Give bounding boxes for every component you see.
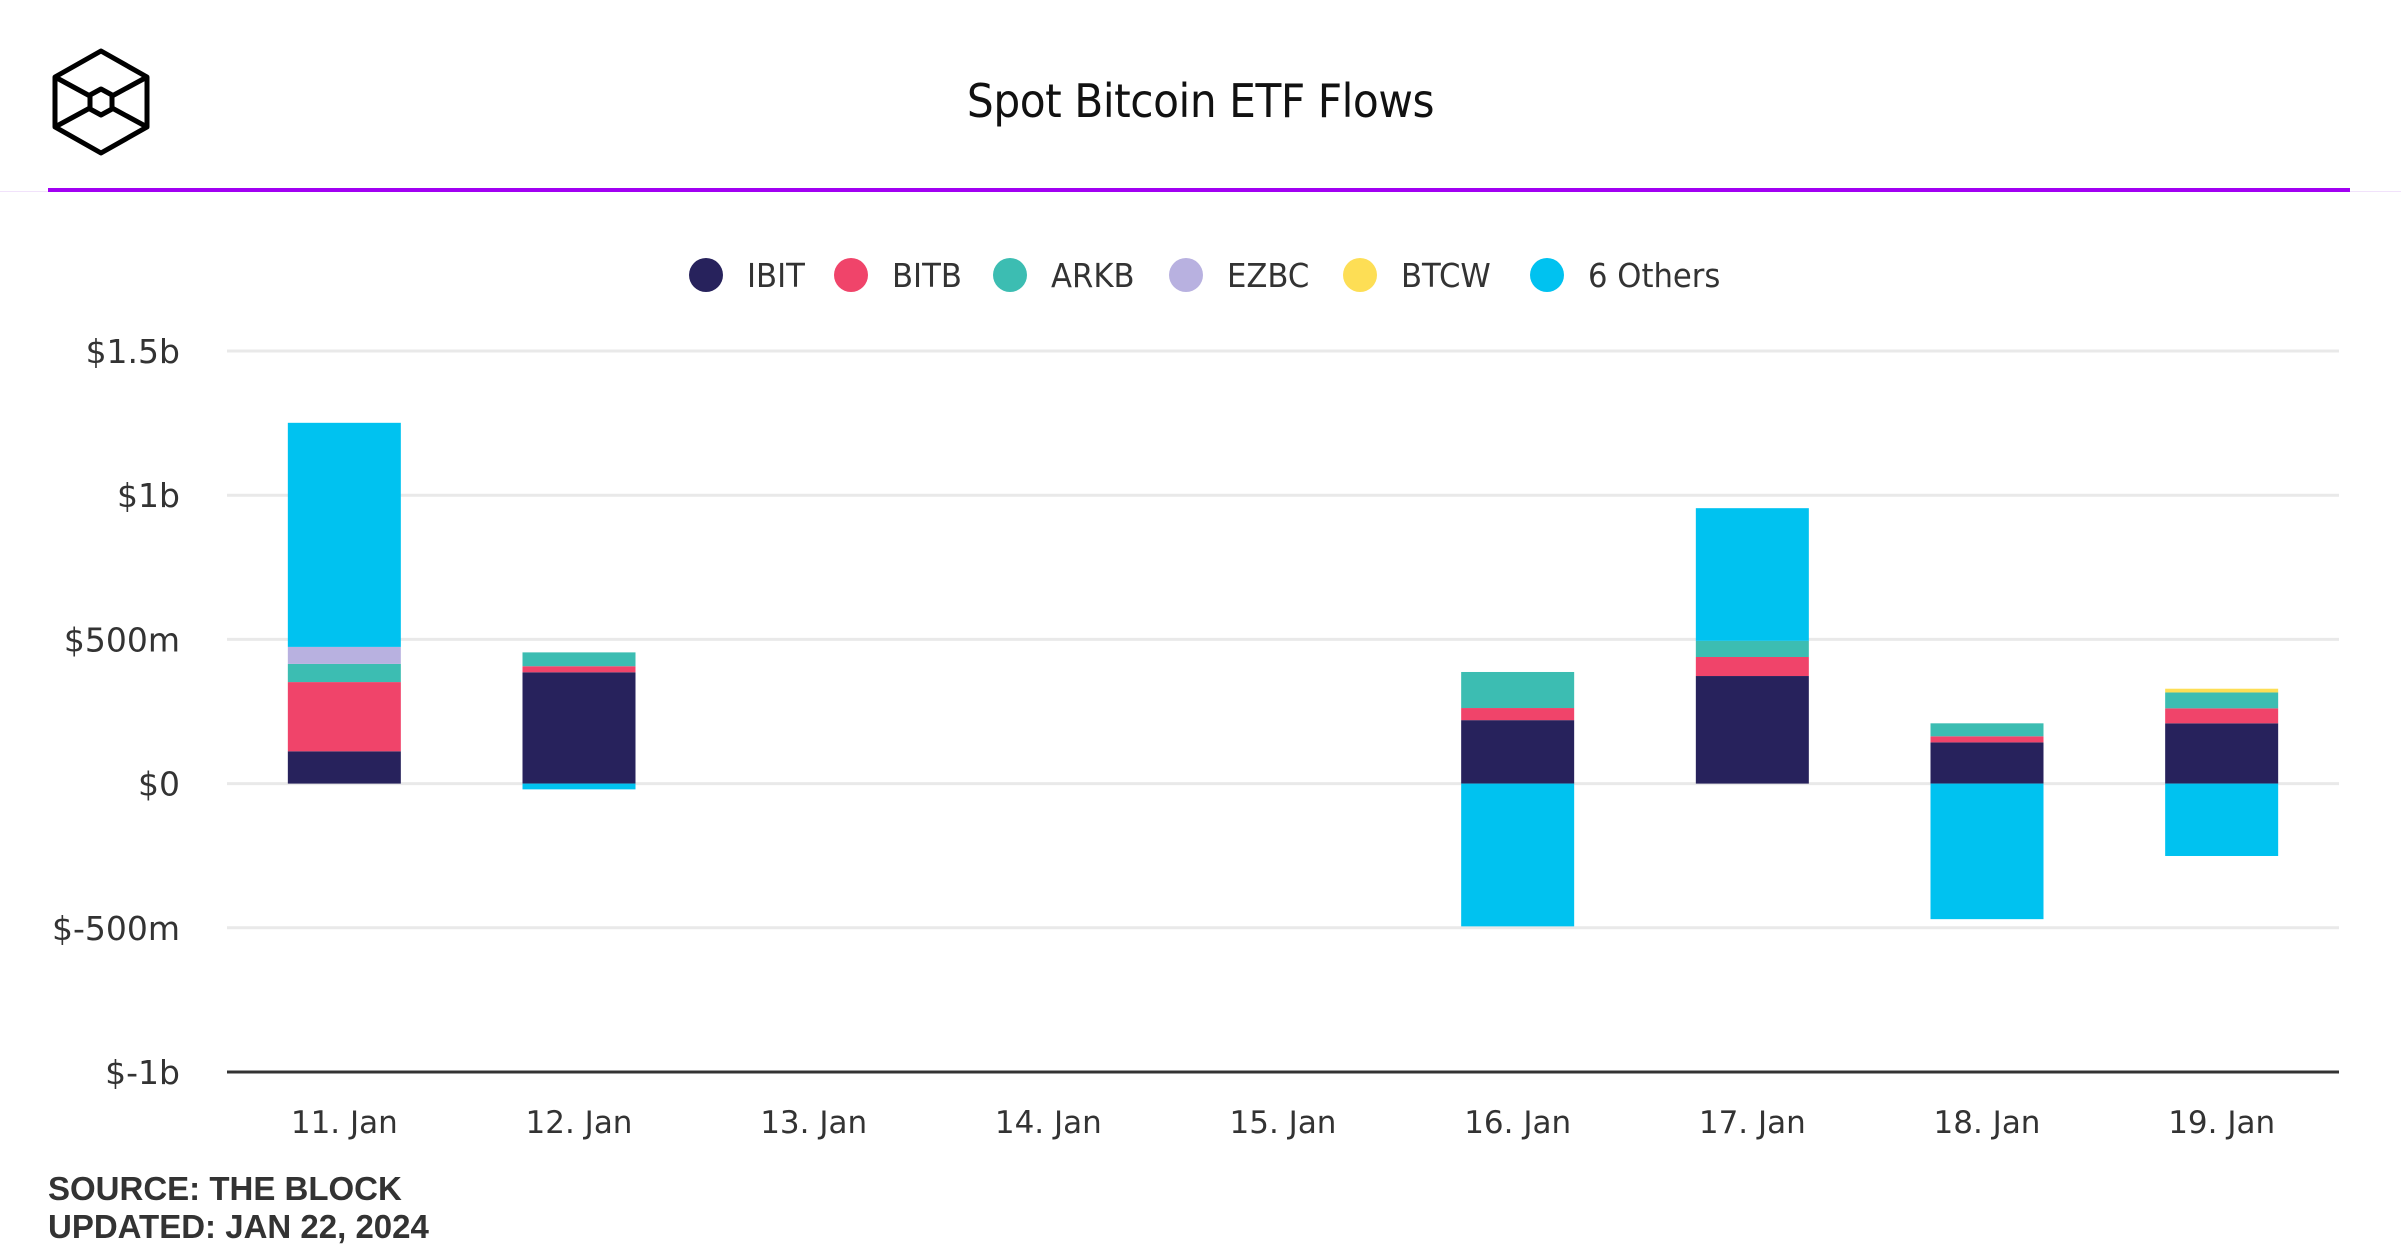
x-tick-label: 14. Jan bbox=[995, 1105, 1102, 1141]
x-tick-label: 11. Jan bbox=[291, 1105, 398, 1141]
legend-item-ibit[interactable]: IBIT bbox=[689, 250, 809, 300]
bar-segment-arkb[interactable] bbox=[1930, 723, 2044, 737]
y-tick-label: $-500m bbox=[52, 909, 180, 948]
legend-label: BITB bbox=[892, 255, 962, 295]
bar-segment-bitb[interactable] bbox=[1461, 708, 1575, 721]
bar-segment-ibit[interactable] bbox=[1930, 742, 2044, 784]
bar-segment-bitb[interactable] bbox=[522, 666, 636, 673]
legend-label: IBIT bbox=[747, 255, 805, 295]
x-tick-label: 16. Jan bbox=[1464, 1105, 1571, 1141]
legend-item-bitb[interactable]: BITB bbox=[834, 250, 967, 300]
bar-segment-6-others[interactable] bbox=[2165, 783, 2279, 856]
bar-stack bbox=[287, 422, 401, 784]
y-tick-label: $-1b bbox=[105, 1053, 180, 1092]
y-tick-label: $500m bbox=[64, 620, 180, 659]
x-tick-label: 12. Jan bbox=[526, 1105, 633, 1141]
bar-segment-6-others[interactable] bbox=[522, 783, 636, 790]
legend-label: ARKB bbox=[1051, 255, 1135, 295]
bar-segment-bitb[interactable] bbox=[1695, 656, 1809, 677]
y-axis-ticks: $1.5b $1b $500m $0 $-500m $-1b bbox=[52, 332, 180, 1092]
bar-segment-bitb[interactable] bbox=[287, 682, 401, 752]
bar-segment-arkb[interactable] bbox=[2165, 692, 2279, 709]
bar-stack bbox=[1695, 508, 1809, 784]
legend-item-6-others[interactable]: 6 Others bbox=[1530, 250, 1730, 300]
legend-swatch-icon bbox=[1530, 258, 1564, 292]
bar-segment-btcw[interactable] bbox=[2165, 688, 2279, 693]
y-tick-label: $1b bbox=[117, 476, 180, 515]
bar-segment-ibit[interactable] bbox=[522, 672, 636, 784]
legend-item-btcw[interactable]: BTCW bbox=[1343, 250, 1498, 300]
updated-note: UPDATED: JAN 22, 2024 bbox=[48, 1208, 429, 1245]
bar-stack bbox=[1461, 671, 1575, 927]
bar-stack bbox=[1930, 723, 2044, 920]
x-tick-label: 17. Jan bbox=[1699, 1105, 1806, 1141]
x-axis-ticks: 11. Jan 12. Jan 13. Jan 14. Jan 15. Jan 16. J… bbox=[291, 1105, 2275, 1141]
bars bbox=[287, 422, 2279, 927]
x-tick-label: 13. Jan bbox=[760, 1105, 867, 1141]
legend: IBIT BITB ARKB EZBC BTCW 6 Others bbox=[0, 250, 2401, 300]
legend-item-ezbc[interactable]: EZBC bbox=[1169, 250, 1316, 300]
legend-swatch-icon bbox=[689, 258, 723, 292]
bar-segment-ezbc[interactable] bbox=[287, 646, 401, 664]
bar-segment-arkb[interactable] bbox=[522, 652, 636, 667]
bar-segment-arkb[interactable] bbox=[1461, 671, 1575, 709]
x-tick-label: 15. Jan bbox=[1230, 1105, 1337, 1141]
bar-segment-bitb[interactable] bbox=[1930, 736, 2044, 743]
legend-label: 6 Others bbox=[1588, 255, 1721, 295]
the-block-logo-icon bbox=[52, 48, 150, 156]
legend-swatch-icon bbox=[993, 258, 1027, 292]
chart-title: Spot Bitcoin ETF Flows bbox=[966, 74, 1435, 128]
legend-swatch-icon bbox=[834, 258, 868, 292]
y-tick-label: $0 bbox=[138, 765, 180, 804]
legend-label: EZBC bbox=[1227, 255, 1310, 295]
y-tick-label: $1.5b bbox=[86, 332, 180, 371]
bar-segment-ibit[interactable] bbox=[287, 751, 401, 784]
bar-stack bbox=[522, 652, 636, 790]
bar-segment-6-others[interactable] bbox=[287, 422, 401, 647]
legend-label: BTCW bbox=[1401, 255, 1491, 295]
bar-segment-bitb[interactable] bbox=[2165, 708, 2279, 724]
header-divider bbox=[48, 188, 2350, 192]
legend-swatch-icon bbox=[1343, 258, 1377, 292]
bar-segment-6-others[interactable] bbox=[1695, 508, 1809, 641]
x-tick-label: 18. Jan bbox=[1934, 1105, 2041, 1141]
bar-segment-ibit[interactable] bbox=[1695, 676, 1809, 784]
legend-item-arkb[interactable]: ARKB bbox=[993, 250, 1141, 300]
bar-segment-arkb[interactable] bbox=[1695, 640, 1809, 657]
source-note: SOURCE: THE BLOCK bbox=[48, 1170, 402, 1207]
bar-stack bbox=[2165, 688, 2279, 856]
bar-segment-arkb[interactable] bbox=[287, 663, 401, 683]
bar-segment-ibit[interactable] bbox=[2165, 723, 2279, 784]
bar-segment-ibit[interactable] bbox=[1461, 720, 1575, 784]
legend-swatch-icon bbox=[1169, 258, 1203, 292]
x-tick-label: 19. Jan bbox=[2168, 1105, 2275, 1141]
bar-segment-6-others[interactable] bbox=[1461, 783, 1575, 927]
bar-segment-6-others[interactable] bbox=[1930, 783, 2044, 920]
